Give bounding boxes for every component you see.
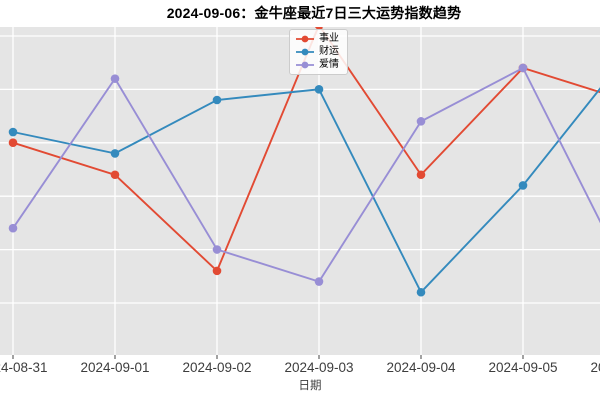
legend-label-wealth: 财运 [319, 46, 339, 57]
legend-label-love: 爱情 [319, 59, 339, 70]
x-tick-marks [12, 355, 524, 359]
x-axis-label: 日期 [298, 380, 322, 392]
data-point-love-4 [416, 117, 426, 126]
data-point-career-1 [110, 170, 120, 180]
data-point-wealth-4 [416, 287, 426, 297]
legend-marker-career-icon [296, 35, 314, 43]
data-point-wealth-0 [8, 127, 18, 137]
data-point-love-0 [8, 223, 18, 233]
chart-title: 2024-09-06：金牛座最近7日三大运势指数趋势 [166, 5, 462, 21]
data-point-wealth-2 [212, 95, 222, 105]
x-tick-label-6: 2024-09-06 [590, 360, 600, 375]
data-point-love-1 [110, 74, 120, 83]
x-tick-label-5: 2024-09-05 [488, 360, 558, 375]
data-point-love-3 [314, 277, 324, 286]
x-tick-label-4: 2024-09-04 [386, 360, 456, 375]
legend-marker-love-icon [296, 61, 314, 69]
data-point-wealth-1 [110, 149, 120, 158]
legend: 事业 财运 爱情 [289, 29, 348, 75]
data-point-career-4 [416, 170, 426, 180]
x-tick-label-3: 2024-09-03 [284, 360, 354, 375]
legend-item-love: 爱情 [295, 59, 339, 71]
data-point-love-2 [212, 245, 222, 254]
x-tick-label-2: 2024-09-02 [182, 360, 252, 375]
legend-label-career: 事业 [319, 33, 339, 44]
data-point-wealth-5 [518, 181, 528, 190]
x-tick-label-0: 2024-08-31 [0, 360, 48, 375]
data-point-career-0 [8, 138, 18, 148]
plot-background [0, 27, 600, 355]
data-point-career-2 [212, 266, 222, 276]
legend-item-wealth: 财运 [295, 46, 339, 58]
data-point-wealth-3 [314, 85, 324, 94]
data-point-love-5 [518, 63, 528, 73]
legend-marker-wealth-icon [296, 48, 314, 56]
series-group [8, 27, 600, 297]
x-tick-label-1: 2024-09-01 [80, 360, 150, 375]
legend-item-career: 事业 [295, 33, 339, 45]
data-point-career-3 [315, 27, 323, 30]
